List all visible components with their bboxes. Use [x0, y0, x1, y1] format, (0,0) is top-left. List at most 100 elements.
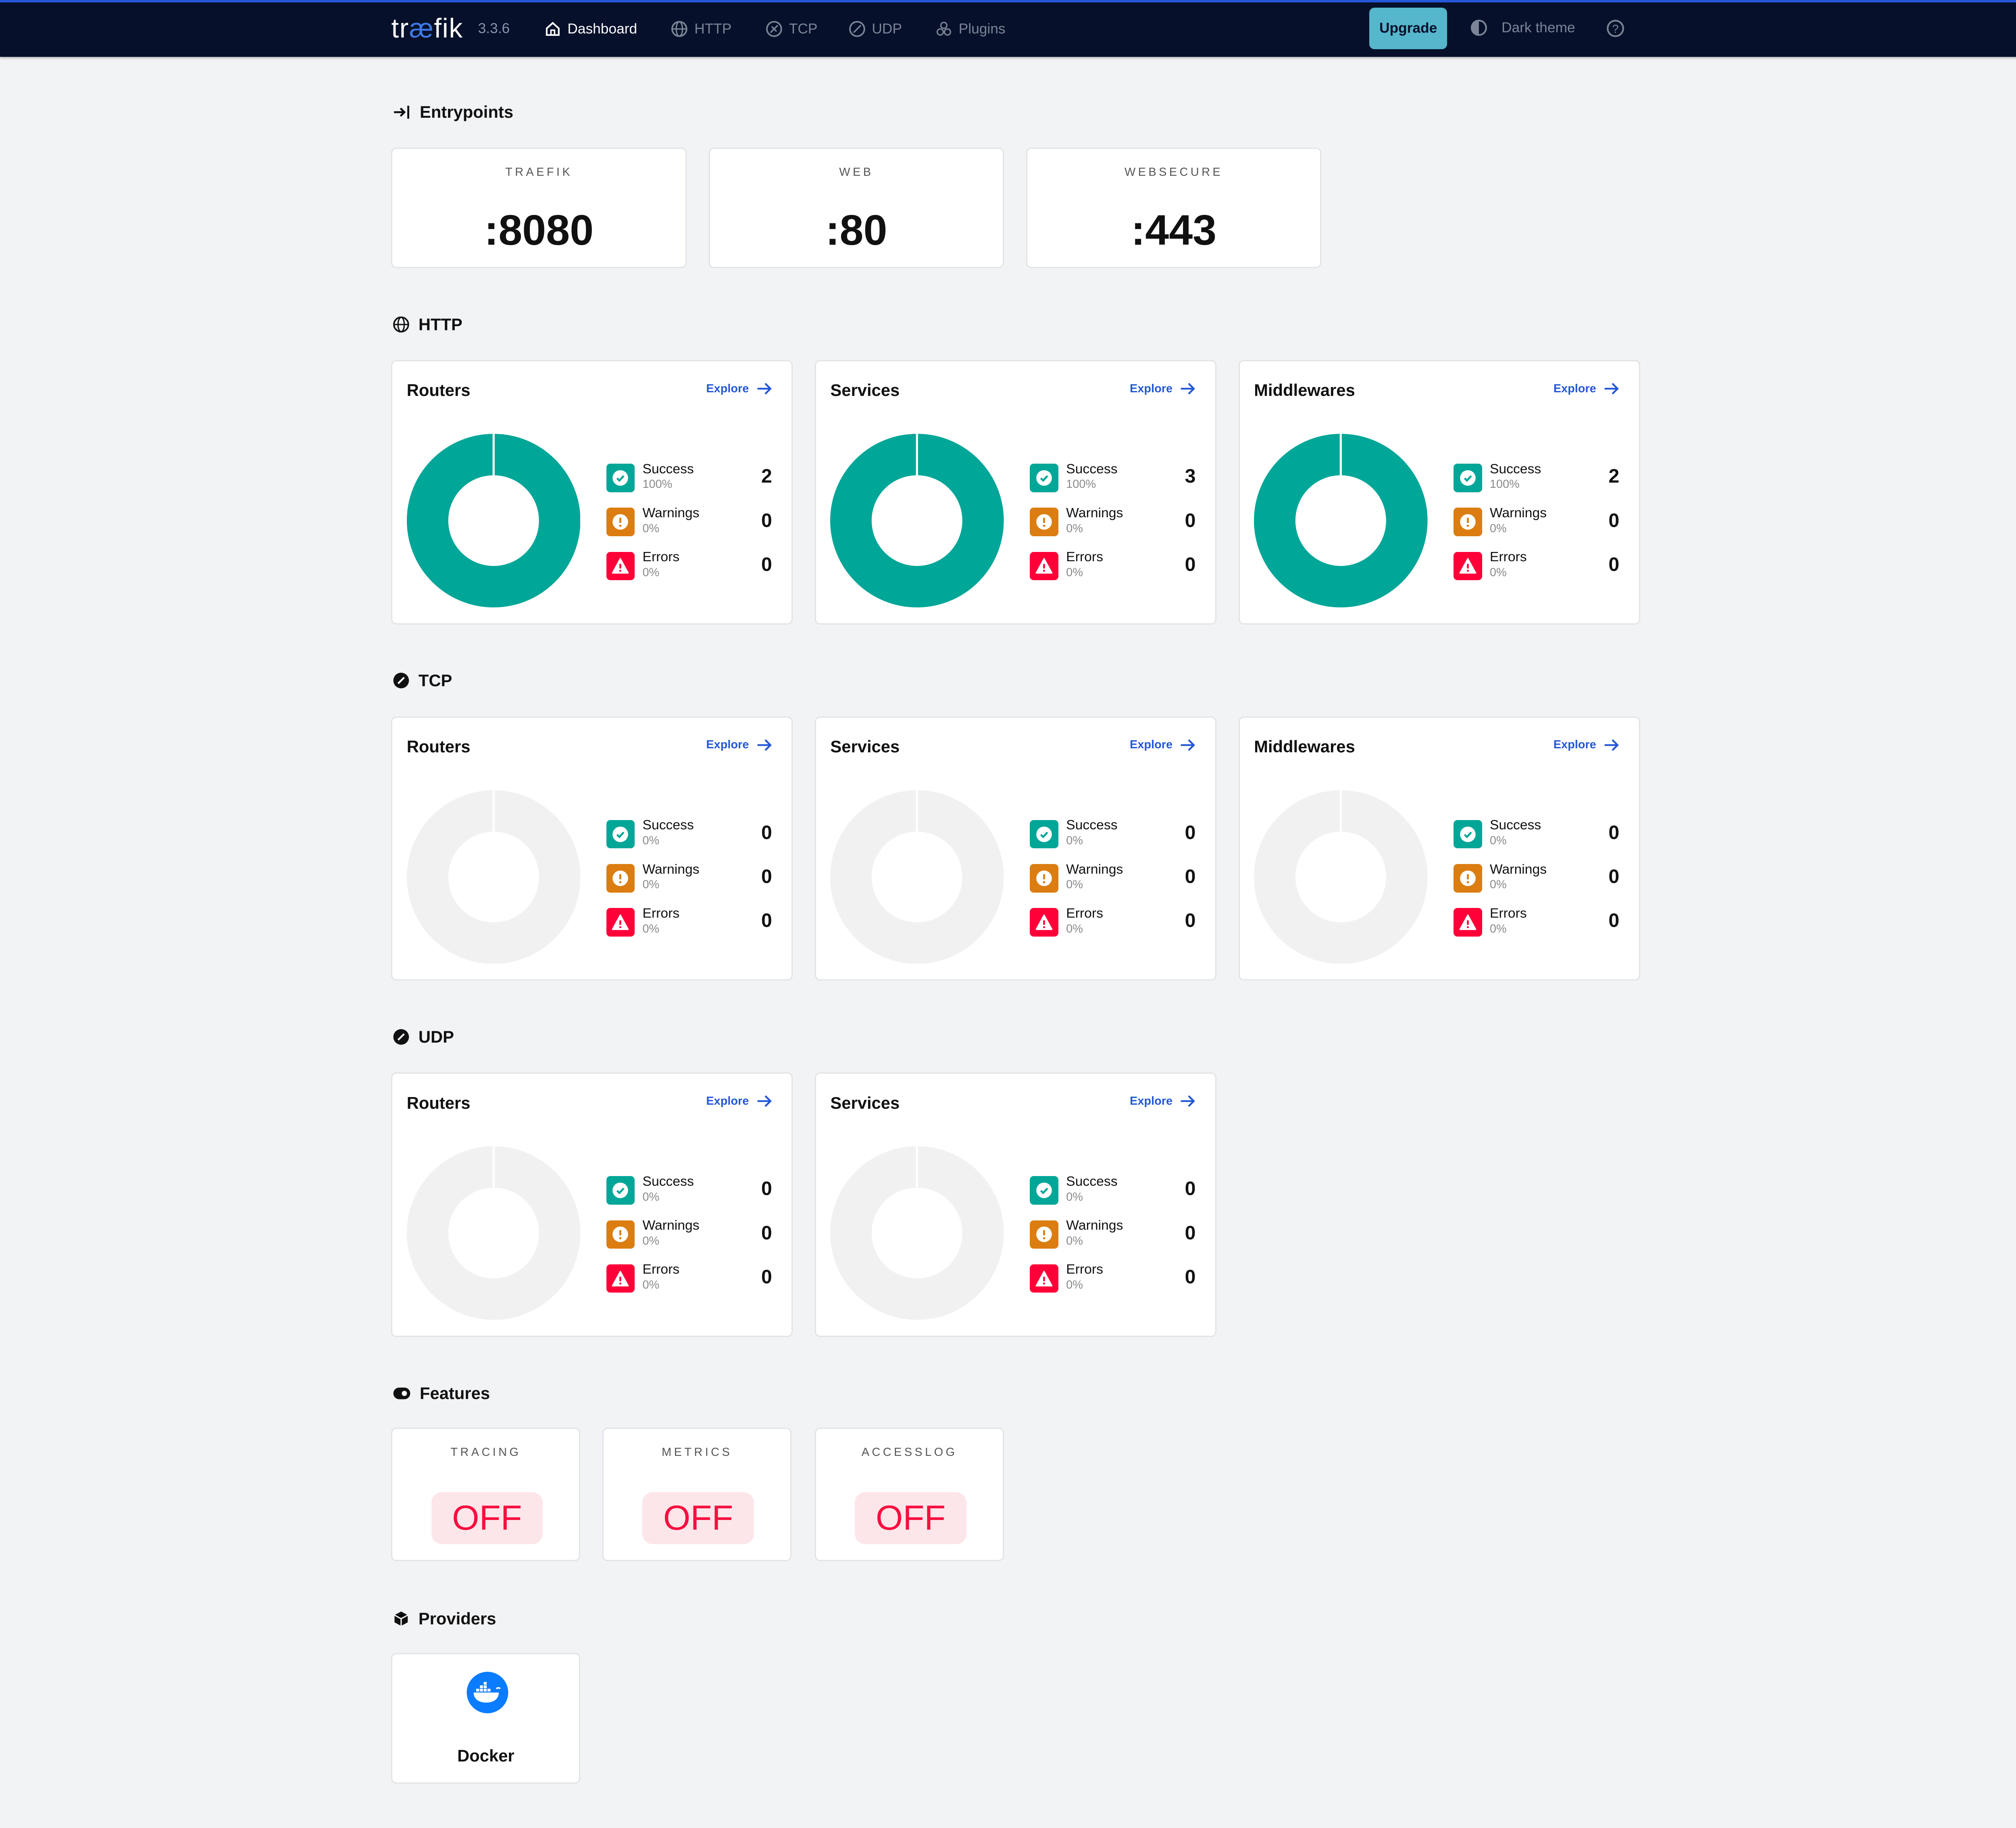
- explore-label: Explore: [1553, 738, 1596, 752]
- entrypoints-heading: Entrypoints: [393, 102, 513, 122]
- arrow-right-icon: [1604, 383, 1619, 395]
- explore-link[interactable]: Explore: [706, 1095, 772, 1108]
- status-badge: [606, 552, 635, 581]
- tcp-middlewares-card: Middlewares Explore Success 0% 0 Warnings 0%…: [1238, 716, 1640, 981]
- status-badge: [1453, 552, 1482, 581]
- entrypoint-port: :8080: [484, 206, 594, 254]
- explore-link[interactable]: Explore: [1130, 1095, 1196, 1108]
- dark-theme-toggle[interactable]: Dark theme: [1470, 19, 1575, 36]
- explore-link[interactable]: Explore: [706, 738, 772, 752]
- legend-count: 2: [1608, 465, 1620, 487]
- legend-label: Success: [1489, 817, 1541, 833]
- nav-label: UDP: [872, 21, 902, 37]
- legend-percent: 0%: [642, 922, 660, 935]
- svg-text:?: ?: [1612, 23, 1619, 35]
- legend-count: 0: [1185, 509, 1196, 531]
- legend-percent: 100%: [1489, 478, 1520, 491]
- legend-percent: 0%: [1066, 834, 1083, 847]
- section-title: HTTP: [418, 314, 462, 334]
- feature-status-badge: OFF: [642, 1492, 754, 1544]
- card-title: Middlewares: [1254, 737, 1355, 756]
- traefik-logo[interactable]: træfik: [391, 13, 463, 44]
- legend-label: Success: [1066, 1173, 1118, 1189]
- udp-routers-card: Routers Explore Success 0% 0 Warnings 0% 0 Err…: [391, 1072, 793, 1337]
- legend-row-success: Success 100% 3: [1030, 461, 1196, 498]
- legend-percent: 0%: [642, 1190, 660, 1203]
- legend-row-errors: Errors 0% 0: [1030, 1262, 1195, 1298]
- card-title: Routers: [406, 381, 471, 400]
- legend-label: Warnings: [642, 1218, 700, 1233]
- nav-udp[interactable]: UDP: [849, 21, 902, 37]
- nav-plugins[interactable]: Plugins: [935, 21, 1006, 37]
- legend-label: Errors: [1066, 549, 1103, 565]
- legend-row-success: Success 0% 0: [606, 817, 772, 854]
- explore-link[interactable]: Explore: [1130, 738, 1196, 752]
- status-badge: [1030, 908, 1058, 937]
- legend-row-warnings: Warnings 0% 0: [1030, 1218, 1196, 1254]
- legend-label: Warnings: [642, 861, 700, 877]
- tcp-icon: [766, 21, 783, 37]
- legend-count: 0: [1185, 1222, 1196, 1244]
- section-title: Features: [420, 1383, 490, 1403]
- provider-card-docker[interactable]: Docker: [391, 1653, 581, 1784]
- warning-circle-icon: [1036, 514, 1052, 530]
- legend-label: Success: [1489, 461, 1541, 477]
- feature-card-metrics: METRICS OFF: [602, 1427, 792, 1561]
- legend-count: 0: [761, 866, 772, 888]
- nav-label: Plugins: [958, 21, 1006, 37]
- status-donut-chart: [406, 1146, 581, 1320]
- status-badge: [1453, 864, 1482, 893]
- globe-icon: [393, 316, 410, 333]
- legend-percent: 0%: [642, 1278, 660, 1292]
- nav-tcp[interactable]: TCP: [766, 21, 817, 37]
- nav-label: Dashboard: [567, 21, 637, 37]
- arrow-right-icon: [757, 383, 772, 395]
- logo-text: æ: [409, 13, 434, 44]
- status-badge: [606, 464, 635, 492]
- check-circle-icon: [1036, 826, 1052, 842]
- status-donut-chart: [406, 434, 581, 608]
- check-circle-icon: [612, 1183, 629, 1198]
- explore-label: Explore: [1553, 382, 1596, 395]
- error-triangle-icon: [1035, 1270, 1053, 1287]
- feature-status-badge: OFF: [431, 1492, 543, 1544]
- legend-label: Errors: [642, 1262, 680, 1277]
- upgrade-button[interactable]: Upgrade: [1369, 7, 1447, 49]
- arrow-right-icon: [757, 739, 772, 751]
- status-badge: [1030, 464, 1058, 492]
- explore-link[interactable]: Explore: [1130, 382, 1196, 396]
- udp-icon: [849, 21, 866, 37]
- legend-percent: 100%: [642, 478, 673, 491]
- nav-http[interactable]: HTTP: [671, 21, 731, 37]
- legend-count: 3: [1185, 465, 1196, 487]
- legend-count: 0: [1185, 910, 1196, 932]
- status-donut-chart: [1254, 790, 1428, 964]
- nav-dashboard[interactable]: Dashboard: [544, 21, 637, 37]
- status-badge: [1453, 508, 1482, 536]
- legend-percent: 0%: [642, 566, 660, 579]
- status-donut-chart: [830, 434, 1004, 608]
- legend-label: Success: [1066, 817, 1118, 833]
- tcp-routers-card: Routers Explore Success 0% 0 Warnings 0% 0 Err…: [391, 716, 793, 981]
- legend-row-warnings: Warnings 0% 0: [1030, 862, 1195, 898]
- legend-percent: 0%: [642, 522, 660, 535]
- legend-label: Success: [642, 1173, 694, 1189]
- tcp-services-card: Services Explore Success 0% 0 Warnings 0% 0 Er…: [815, 716, 1217, 981]
- entrypoint-card: WEB:80: [708, 148, 1004, 269]
- explore-link[interactable]: Explore: [706, 382, 772, 396]
- http-services-card: Services Explore Success 100% 3 Warnings 0% 0…: [815, 360, 1217, 625]
- legend-percent: 0%: [1066, 878, 1083, 891]
- feature-card-accesslog: ACCESSLOG OFF: [815, 1427, 1004, 1561]
- legend-row-errors: Errors 0% 0: [606, 549, 772, 586]
- legend-row-warnings: Warnings 0% 0: [1453, 505, 1619, 541]
- warning-circle-icon: [1460, 870, 1476, 886]
- legend-row-warnings: Warnings 0% 0: [606, 861, 772, 898]
- explore-link[interactable]: Explore: [1554, 738, 1620, 752]
- legend-row-warnings: Warnings 0% 0: [606, 505, 772, 541]
- status-badge: [1030, 1264, 1058, 1293]
- legend-row-success: Success 100% 2: [1453, 461, 1620, 498]
- help-button[interactable]: ?: [1606, 19, 1624, 37]
- explore-label: Explore: [706, 382, 749, 395]
- explore-link[interactable]: Explore: [1554, 382, 1620, 396]
- legend-percent: 0%: [1066, 522, 1083, 535]
